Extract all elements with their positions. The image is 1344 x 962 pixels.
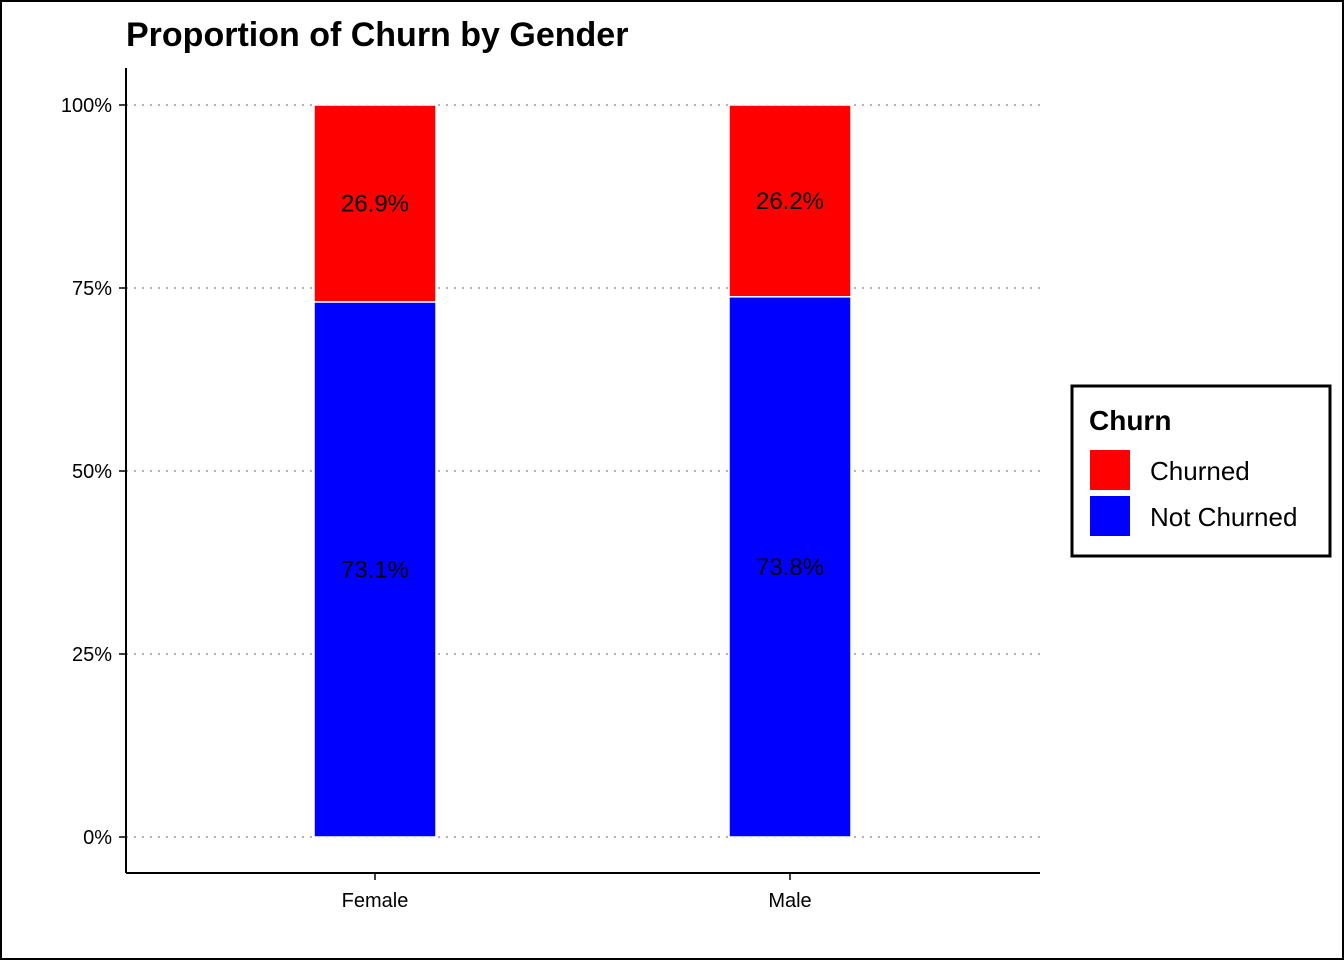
- legend-key-not-churned: [1090, 496, 1130, 536]
- data-label: 26.9%: [341, 190, 409, 217]
- y-tick-label: 100%: [61, 95, 112, 117]
- legend-label: Churned: [1150, 456, 1250, 486]
- y-tick-label: 50%: [72, 461, 112, 483]
- bar-not-churned-female: [313, 301, 437, 838]
- x-tick-label: Male: [768, 890, 811, 912]
- y-tick-label: 75%: [72, 278, 112, 300]
- data-label: 73.1%: [341, 556, 409, 583]
- x-tick-label: Female: [342, 890, 409, 912]
- bars: [313, 104, 852, 838]
- y-tick-label: 0%: [83, 827, 112, 849]
- grid-lines: [126, 104, 1040, 838]
- y-tick-label: 25%: [72, 644, 112, 666]
- data-label: 73.8%: [756, 554, 824, 581]
- data-labels: 73.1% 26.9% 73.8% 26.2%: [341, 188, 824, 584]
- axes: 0% 25% 50% 75% 100% Female Male: [61, 68, 1040, 912]
- legend-label: Not Churned: [1150, 502, 1297, 532]
- legend-key-churned: [1090, 450, 1130, 490]
- bar-churned-male: [728, 104, 852, 298]
- chart-title: Proportion of Churn by Gender: [126, 16, 628, 54]
- legend: Churn Churned Not Churned: [1070, 384, 1332, 558]
- data-label: 26.2%: [756, 188, 824, 215]
- legend-title: Churn: [1089, 405, 1171, 436]
- bar-churned-female: [313, 104, 437, 303]
